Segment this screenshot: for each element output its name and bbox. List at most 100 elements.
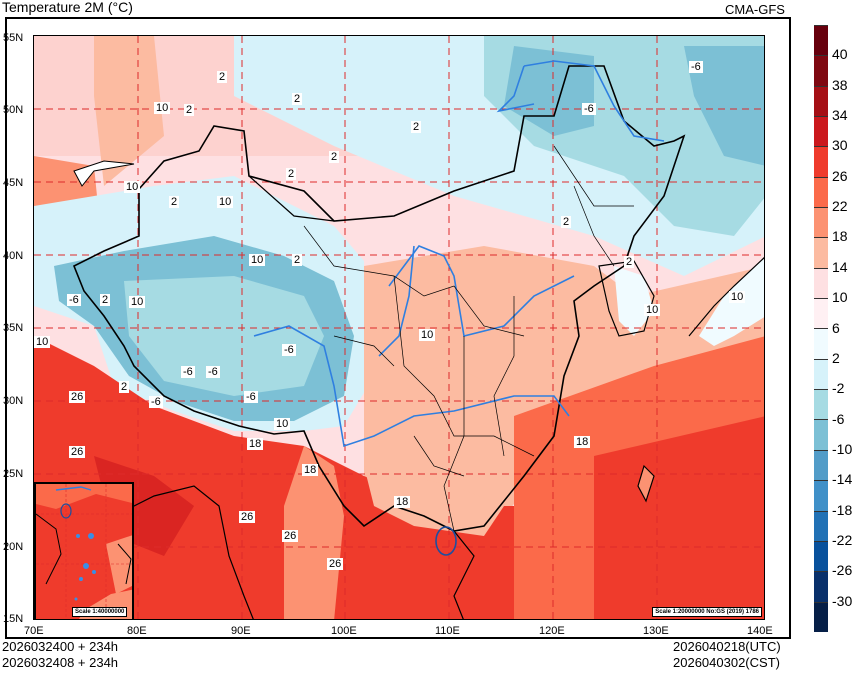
latitude-tick: 30N [3, 395, 24, 407]
contour-label: 18 [574, 436, 591, 448]
contour-label: 26 [69, 391, 86, 403]
contour-label: 2 [169, 196, 180, 208]
longitude-tick: 90E [231, 625, 251, 637]
colorbar [814, 25, 828, 632]
colorbar-swatch [814, 267, 828, 299]
colorbar-tick-label: 18 [832, 228, 848, 245]
contour-label: 10 [249, 254, 266, 266]
main-scale-label: Scale 1:20000000 No:GS (2019) 1786 [652, 607, 762, 617]
contour-label: 2 [217, 71, 228, 83]
colorbar-swatch [814, 85, 828, 117]
latitude-tick: 15N [3, 613, 24, 625]
longitude-tick: 130E [643, 625, 669, 637]
contour-label: -6 [244, 391, 258, 403]
colorbar-tick-label: 2 [832, 349, 840, 366]
colorbar-swatch [814, 328, 828, 359]
colorbar-swatch [814, 571, 828, 602]
contour-label: -6 [689, 61, 703, 73]
latitude-tick: 45N [3, 177, 24, 189]
colorbar-tick-label: -22 [832, 531, 853, 548]
province-borders [303, 145, 634, 532]
colorbar-swatch [814, 510, 828, 541]
colorbar-tick-label: 10 [832, 289, 848, 306]
contour-label: 2 [292, 93, 303, 105]
contour-label: 18 [394, 496, 411, 508]
contour-label: 2 [329, 151, 340, 163]
contour-label: 2 [561, 216, 572, 228]
init-time-utc: 2026032400 + 234h [2, 639, 119, 654]
colorbar-tick-label: -6 [832, 410, 845, 427]
contour-label: 2 [411, 121, 422, 133]
longitude-tick: 110E [435, 625, 460, 637]
colorbar-tick-label: -2 [832, 380, 845, 397]
init-time-cst: 2026032408 + 234h [2, 655, 119, 670]
colorbar-swatch [814, 449, 828, 481]
colorbar-tick-label: -30 [832, 592, 853, 609]
colorbar-tick-label: -14 [832, 471, 853, 488]
contour-label: 10 [644, 304, 661, 316]
valid-time-cst: 2026040302(CST) [673, 655, 780, 670]
latitude-tick: 50N [3, 104, 24, 116]
colorbar-tick-label: -18 [832, 501, 853, 518]
contour-label: 10 [217, 196, 234, 208]
colorbar-swatch [814, 298, 828, 329]
colorbar-swatch [814, 237, 828, 268]
contour-label: 2 [624, 256, 635, 268]
longitude-tick: 100E [331, 625, 357, 637]
colorbar-tick-label: 40 [832, 46, 848, 63]
colorbar-tick-label: 26 [832, 167, 848, 184]
contour-label: 2 [292, 254, 303, 266]
colorbar-swatch [814, 25, 828, 56]
contour-label: 10 [419, 329, 436, 341]
colorbar-swatch [814, 389, 828, 420]
colorbar-swatch [814, 540, 828, 572]
contour-label: 10 [124, 181, 141, 193]
contour-label: 26 [327, 558, 344, 570]
colorbar-swatch [814, 358, 828, 390]
contour-label: 26 [69, 446, 86, 458]
contour-label: 2 [184, 104, 195, 116]
map-frame [5, 17, 791, 639]
contour-label: 18 [302, 464, 319, 476]
colorbar-swatch [814, 176, 828, 208]
contour-label: 26 [282, 530, 299, 542]
colorbar-tick-label: -26 [832, 562, 853, 579]
colorbar-swatch [814, 55, 828, 86]
contour-label: 10 [34, 336, 51, 348]
colorbar-tick-label: 30 [832, 137, 848, 154]
colorbar-tick-label: 38 [832, 76, 848, 93]
rivers [253, 60, 665, 448]
contour-label: -6 [282, 344, 296, 356]
contour-label: 2 [119, 381, 130, 393]
colorbar-tick-label: 6 [832, 319, 840, 336]
colorbar-tick-label: 14 [832, 258, 848, 275]
contour-label: 10 [129, 296, 146, 308]
contour-label: 18 [247, 438, 264, 450]
longitude-tick: 80E [127, 625, 147, 637]
latitude-tick: 35N [3, 322, 24, 334]
colorbar-tick-label: -10 [832, 440, 853, 457]
contour-label: 10 [274, 418, 291, 430]
contour-label: -6 [582, 103, 596, 115]
longitude-tick: 70E [24, 625, 44, 637]
valid-time-utc: 2026040218(UTC) [673, 639, 781, 654]
colorbar-tick-label: 22 [832, 198, 848, 215]
contour-label: 10 [729, 291, 746, 303]
colorbar-swatch [814, 207, 828, 238]
map-plot: Scale 1:40000000 Scale 1:20000000 No:GS … [33, 35, 765, 620]
colorbar-tick-label: 34 [832, 107, 848, 124]
latitude-tick: 55N [3, 32, 24, 44]
latitude-tick: 25N [3, 468, 24, 480]
contour-label: -6 [67, 294, 81, 306]
contour-label: 2 [100, 294, 111, 306]
colorbar-swatch [814, 601, 828, 632]
contour-label: -6 [181, 366, 195, 378]
longitude-tick: 120E [539, 625, 565, 637]
latitude-tick: 20N [3, 541, 24, 553]
colorbar-swatch [814, 480, 828, 511]
longitude-tick: 140E [747, 625, 773, 637]
colorbar-swatch [814, 419, 828, 450]
chart-title: Temperature 2M (°C) [2, 0, 133, 15]
temperature-field [34, 36, 764, 619]
contour-label: 10 [154, 102, 171, 114]
